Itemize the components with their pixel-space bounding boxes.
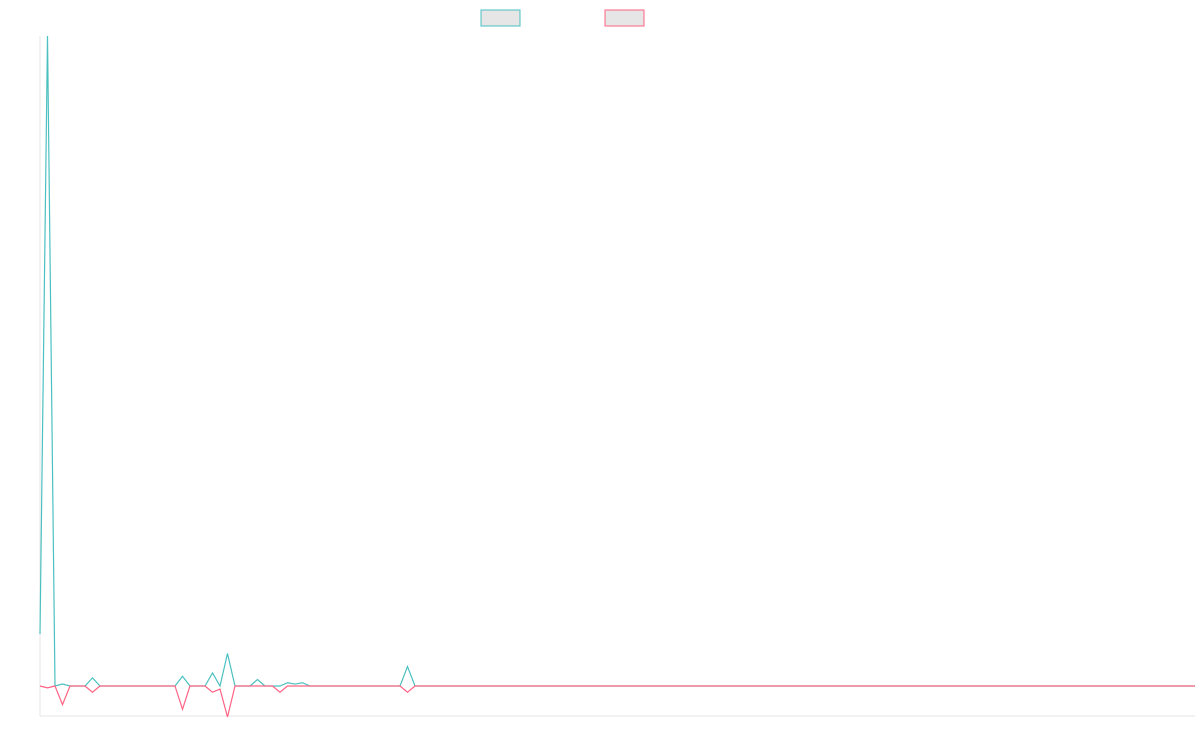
legend (480, 9, 645, 27)
plot-area (39, 35, 1195, 718)
legend-swatch-2 (604, 9, 645, 27)
series-line-2 (39, 685, 1195, 718)
series-line-1 (39, 35, 1195, 688)
axes (39, 36, 1195, 717)
legend-swatch-1 (480, 9, 521, 27)
